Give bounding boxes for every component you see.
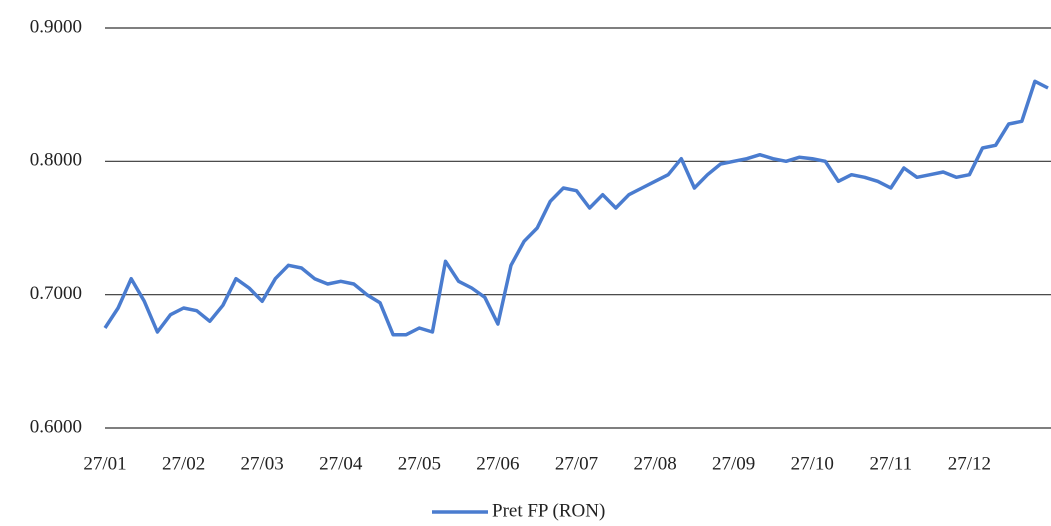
y-tick-label: 0.9000: [30, 16, 82, 37]
x-tick-label: 27/08: [633, 453, 676, 474]
legend-label: Pret FP (RON): [492, 500, 605, 521]
x-tick-label: 27/11: [870, 453, 913, 474]
x-tick-label: 27/09: [712, 453, 755, 474]
x-tick-label: 27/06: [476, 453, 519, 474]
x-tick-label: 27/04: [319, 453, 363, 474]
y-tick-label: 0.7000: [30, 283, 82, 304]
x-tick-label: 27/07: [555, 453, 598, 474]
x-tick-label: 27/03: [241, 453, 284, 474]
x-tick-label: 27/10: [791, 453, 834, 474]
y-tick-label: 0.6000: [30, 416, 82, 437]
x-tick-label: 27/05: [398, 453, 441, 474]
y-tick-label: 0.8000: [30, 150, 82, 171]
x-tick-label: 27/02: [162, 453, 205, 474]
x-tick-label: 27/01: [83, 453, 126, 474]
x-tick-label: 27/12: [948, 453, 991, 474]
data-line: [103, 79, 1049, 337]
